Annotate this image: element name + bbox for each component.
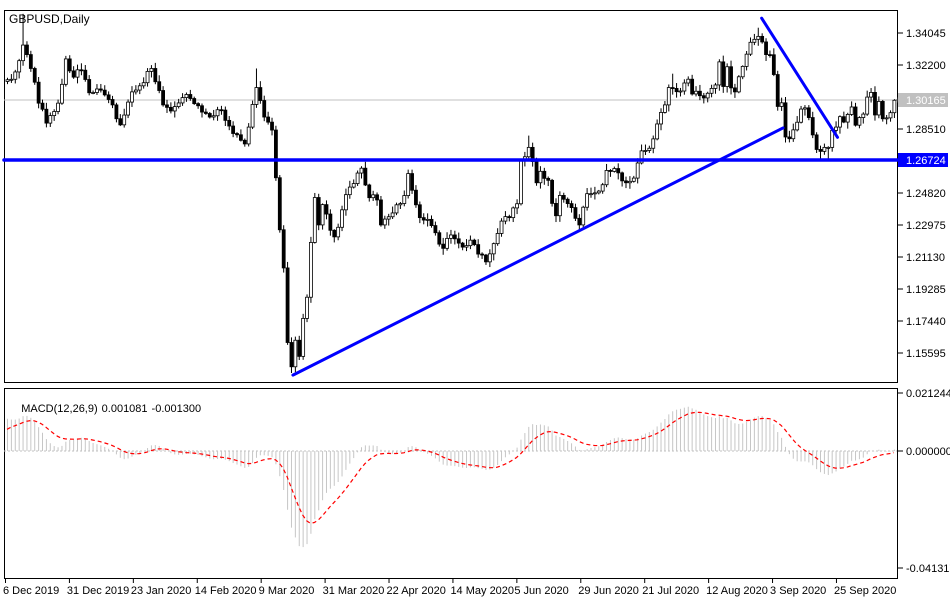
support-level-badge [898, 153, 948, 167]
price-tick-label: 1.34045 [906, 28, 946, 40]
time-axis: 6 Dec 2019 31 Dec 2019 23 Jan 2020 14 Feb 2… [3, 578, 896, 597]
price-tick-label: 1.19285 [906, 284, 946, 296]
price-tick-label: 1.21130 [906, 252, 945, 264]
macd-indicator-label: MACD(12,26,9) 0.001081 -0.001300 [9, 391, 205, 427]
date-tick-label: 14 May 2020 [450, 585, 514, 597]
date-tick-label: 12 Aug 2020 [706, 585, 768, 597]
price-tick-label: 1.15595 [906, 348, 946, 360]
date-tick-label: 31 Dec 2019 [67, 585, 129, 597]
macd-tick-label: 0.021244 [906, 388, 950, 400]
support-level-badge-label: 1.26724 [906, 155, 946, 167]
ascending-trendline[interactable] [291, 126, 785, 377]
date-tick-label: 5 Jun 2020 [514, 585, 568, 597]
macd-tick-label: 0.000000 [906, 446, 950, 458]
macd-main-value: 0.001081 [101, 403, 148, 415]
candlestick-series [5, 13, 897, 374]
date-tick-label: 3 Sep 2020 [770, 585, 826, 597]
descending-trendline[interactable] [760, 16, 840, 139]
price-tick-label: 1.28510 [906, 124, 946, 136]
price-chart-panel [4, 10, 898, 383]
date-tick-label: 9 Mar 2020 [259, 585, 315, 597]
date-tick-label: 23 Jan 2020 [131, 585, 192, 597]
date-tick-label: 21 Jul 2020 [642, 585, 699, 597]
price-axis: 1.34045 1.32200 1.28510 1.24820 1.22975 1.211… [897, 28, 948, 360]
macd-signal-value: -0.001300 [151, 403, 202, 415]
date-tick-label: 22 Apr 2020 [387, 585, 446, 597]
macd-name: MACD(12,26,9) [21, 403, 98, 415]
price-tick-label: 1.24820 [906, 188, 946, 200]
date-tick-label: 6 Dec 2019 [3, 585, 59, 597]
macd-axis: 0.021244 0.000000 -0.041317 [897, 388, 950, 575]
date-tick-label: 25 Sep 2020 [834, 585, 896, 597]
price-tick-label: 1.32200 [906, 60, 946, 72]
symbol-period-title: GBPUSD,Daily [9, 12, 90, 26]
current-price-badge-label: 1.30165 [906, 95, 946, 107]
macd-panel [4, 388, 898, 579]
date-tick-label: 29 Jun 2020 [578, 585, 639, 597]
macd-tick-label: -0.041317 [906, 563, 950, 575]
date-tick-label: 31 Mar 2020 [323, 585, 385, 597]
macd-signal-line [6, 411, 895, 524]
price-tick-label: 1.22975 [906, 220, 946, 232]
current-price-badge [898, 93, 948, 107]
date-tick-label: 14 Feb 2020 [195, 585, 257, 597]
price-tick-label: 1.17440 [906, 316, 946, 328]
macd-histogram [7, 406, 895, 548]
